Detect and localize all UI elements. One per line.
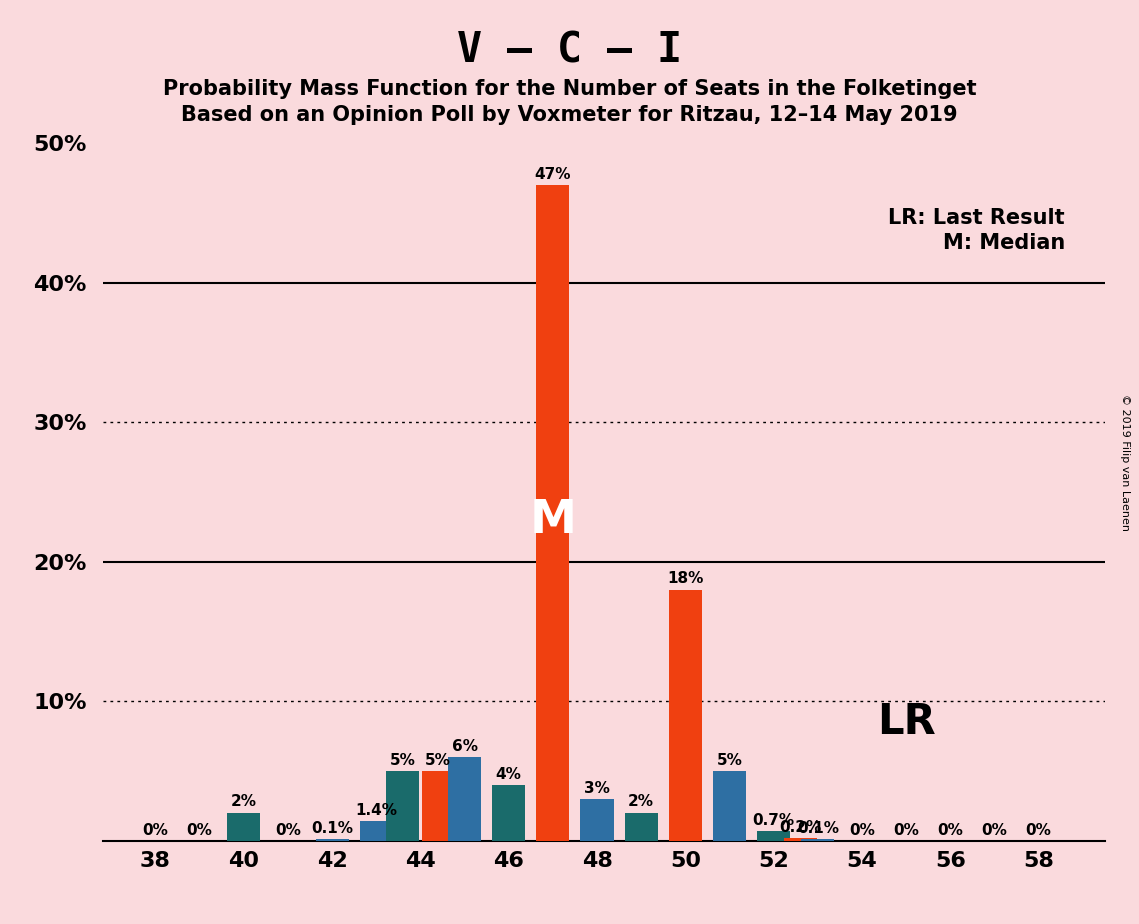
Bar — [421, 772, 454, 841]
Bar — [581, 799, 614, 841]
Bar — [536, 185, 570, 841]
Bar — [448, 757, 481, 841]
Text: 0%: 0% — [274, 823, 301, 838]
Text: 1.4%: 1.4% — [355, 803, 398, 818]
Text: Probability Mass Function for the Number of Seats in the Folketinget: Probability Mass Function for the Number… — [163, 79, 976, 99]
Bar — [784, 838, 817, 841]
Text: 0%: 0% — [1025, 823, 1051, 838]
Bar — [316, 839, 349, 841]
Text: 0.1%: 0.1% — [797, 821, 838, 836]
Text: 0.1%: 0.1% — [311, 821, 353, 836]
Bar — [492, 785, 525, 841]
Text: 2%: 2% — [231, 795, 256, 809]
Text: 6%: 6% — [451, 738, 477, 754]
Bar — [801, 839, 835, 841]
Text: 5%: 5% — [425, 753, 451, 768]
Text: 2%: 2% — [629, 795, 654, 809]
Bar — [386, 772, 419, 841]
Bar — [669, 590, 702, 841]
Text: M: M — [530, 497, 576, 542]
Bar — [713, 772, 746, 841]
Text: 0%: 0% — [982, 823, 1007, 838]
Text: 0%: 0% — [187, 823, 213, 838]
Text: © 2019 Filip van Laenen: © 2019 Filip van Laenen — [1121, 394, 1130, 530]
Text: 5%: 5% — [716, 753, 743, 768]
Text: 0%: 0% — [142, 823, 169, 838]
Text: 4%: 4% — [495, 767, 522, 782]
Text: M: Median: M: Median — [943, 233, 1065, 253]
Bar — [624, 813, 657, 841]
Text: 0.7%: 0.7% — [753, 812, 795, 828]
Text: 0%: 0% — [893, 823, 919, 838]
Text: 0.2%: 0.2% — [779, 820, 821, 834]
Text: LR: LR — [877, 701, 935, 743]
Bar — [360, 821, 393, 841]
Bar — [757, 831, 790, 841]
Bar — [228, 813, 261, 841]
Text: 18%: 18% — [667, 571, 704, 586]
Text: 5%: 5% — [390, 753, 416, 768]
Text: LR: Last Result: LR: Last Result — [888, 208, 1065, 228]
Text: 47%: 47% — [534, 166, 571, 182]
Text: 3%: 3% — [584, 781, 611, 796]
Text: V – C – I: V – C – I — [457, 30, 682, 71]
Text: 0%: 0% — [849, 823, 875, 838]
Text: 0%: 0% — [937, 823, 964, 838]
Text: Based on an Opinion Poll by Voxmeter for Ritzau, 12–14 May 2019: Based on an Opinion Poll by Voxmeter for… — [181, 105, 958, 126]
